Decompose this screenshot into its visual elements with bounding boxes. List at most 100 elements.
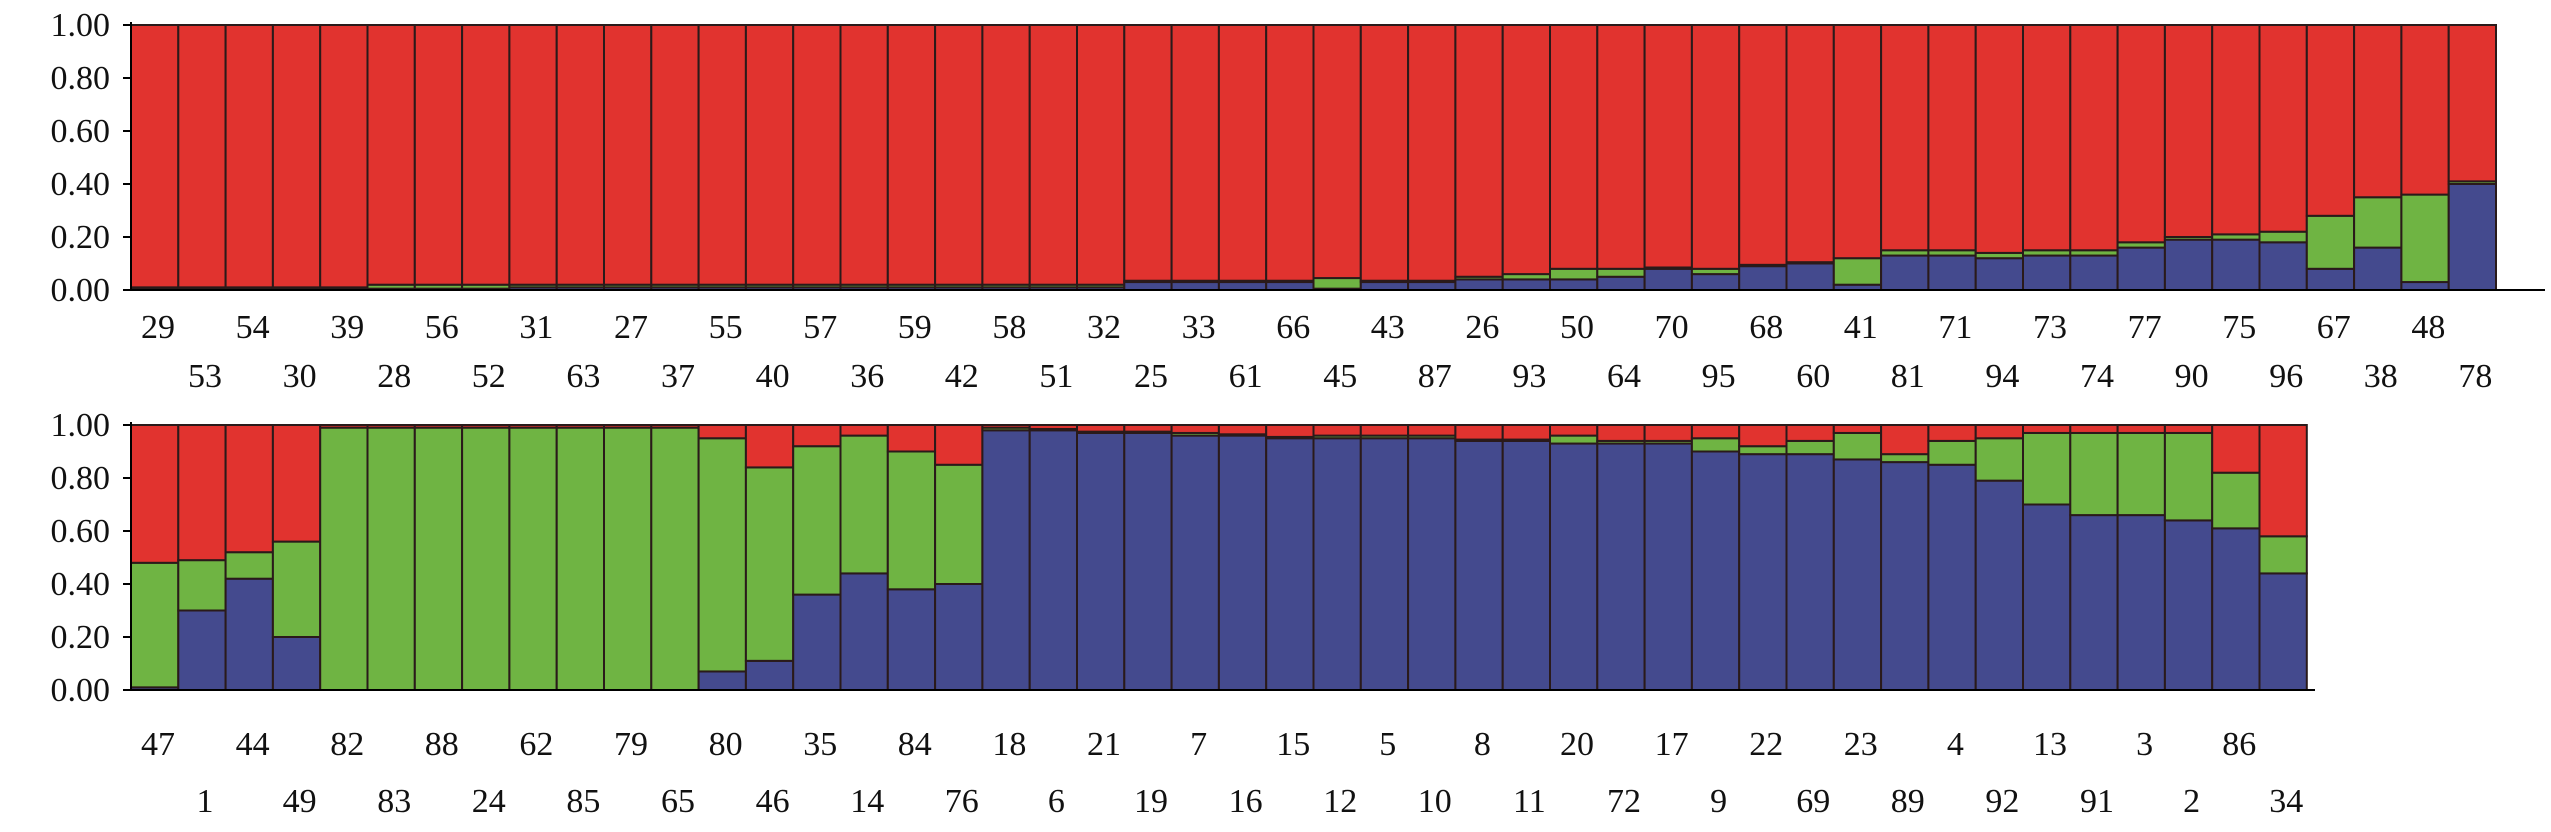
bar-segment-cluster2-ind-85 — [555, 426, 606, 691]
individual-id-label: 92 — [1985, 783, 2019, 820]
bar-segment-cluster3-ind-5 — [1359, 424, 1410, 437]
bar-segment-cluster1-ind-7 — [1170, 434, 1220, 691]
individual-id-label: 31 — [519, 309, 553, 346]
individual-id-label: 19 — [1134, 783, 1168, 820]
bar-segment-cluster1-ind-92 — [1974, 479, 2024, 691]
bar-segment-cluster1-ind-69 — [1785, 453, 1835, 691]
bar-segment-cluster3-ind-20 — [1549, 424, 1599, 437]
bar-segment-cluster3-ind-9 — [1690, 424, 1741, 440]
bar-segment-cluster3-ind-26 — [1454, 24, 1504, 278]
y-tick-label: 0.00 — [51, 272, 111, 309]
bar-segment-cluster3-ind-80 — [697, 424, 747, 440]
bar-segment-cluster3-ind-23 — [1832, 424, 1883, 434]
individual-id-label: 27 — [614, 309, 648, 346]
bar-segment-cluster3-ind-66 — [1265, 24, 1315, 282]
bar-segment-cluster3-ind-3 — [2116, 424, 2166, 434]
individual-id-label: 87 — [1418, 358, 1452, 395]
individual-id-label: 42 — [945, 358, 979, 395]
bar-segment-cluster1-ind-17 — [1643, 442, 1693, 691]
bar-segment-cluster3-ind-75 — [2211, 24, 2261, 236]
bar-segment-cluster3-ind-7 — [1170, 424, 1220, 434]
bar-segment-cluster2-ind-69 — [1785, 439, 1835, 456]
bar-segment-cluster3-ind-69 — [1785, 424, 1835, 442]
individual-id-label: 6 — [1048, 783, 1065, 820]
individual-id-label: 3 — [2136, 726, 2153, 763]
individual-id-label: 86 — [2222, 726, 2256, 763]
bar-segment-cluster3-ind-92 — [1974, 424, 2024, 440]
bar-segment-cluster2-ind-96 — [2258, 230, 2308, 244]
bar-segment-cluster1-ind-3 — [2116, 514, 2166, 691]
bar-segment-cluster1-ind-12 — [1312, 437, 1362, 691]
individual-id-label: 24 — [472, 783, 506, 820]
bar-segment-cluster3-ind-41 — [1832, 24, 1883, 260]
bar-segment-cluster1-ind-81 — [1880, 254, 1930, 292]
individual-id-label: 34 — [2269, 783, 2303, 820]
bar-segment-cluster2-ind-83 — [366, 426, 416, 691]
bar-segment-cluster3-ind-77 — [2116, 24, 2166, 244]
bar-segment-cluster1-ind-43 — [1359, 281, 1410, 291]
y-tick-label: 1.00 — [51, 7, 111, 44]
bar-segment-cluster3-ind-17 — [1643, 424, 1693, 442]
bar-segment-cluster3-ind-60 — [1785, 24, 1835, 264]
y-tick-label: 0.60 — [51, 113, 111, 150]
bar-segment-cluster2-ind-23 — [1832, 431, 1883, 461]
bar-segment-cluster3-ind-79 — [603, 424, 653, 429]
individual-id-label: 54 — [236, 309, 270, 346]
individual-id-label: 85 — [566, 783, 600, 820]
individual-id-label: 22 — [1749, 726, 1783, 763]
bar-segment-cluster1-ind-18 — [981, 429, 1031, 691]
individual-id-label: 49 — [283, 783, 317, 820]
individual-id-label: 16 — [1229, 783, 1263, 820]
individual-id-label: 38 — [2364, 358, 2398, 395]
bar-segment-cluster1-ind-5 — [1359, 437, 1410, 691]
bar-segment-cluster1-ind-72 — [1596, 442, 1646, 691]
bar-segment-cluster3-ind-96 — [2258, 24, 2308, 233]
bar-segment-cluster1-ind-74 — [2069, 254, 2119, 292]
bar-segment-cluster3-ind-94 — [1974, 24, 2024, 254]
bar-segment-cluster1-ind-10 — [1407, 437, 1457, 691]
y-tick-label: 1.00 — [51, 407, 111, 444]
individual-id-label: 81 — [1891, 358, 1925, 395]
individual-id-label: 4 — [1947, 726, 1964, 763]
individual-id-label: 5 — [1379, 726, 1396, 763]
bar-segment-cluster2-ind-64 — [1596, 267, 1646, 278]
bar-segment-cluster3-ind-33 — [1170, 24, 1220, 282]
individual-id-label: 41 — [1844, 309, 1878, 346]
individual-id-label: 29 — [141, 309, 175, 346]
individual-id-label: 13 — [2033, 726, 2067, 763]
individual-id-label: 63 — [566, 358, 600, 395]
bar-segment-cluster1-ind-11 — [1501, 439, 1551, 691]
bar-segment-cluster2-ind-35 — [792, 445, 842, 596]
bar-segment-cluster1-ind-48 — [2400, 281, 2450, 291]
individual-id-label: 55 — [709, 309, 743, 346]
bar-segment-cluster1-ind-94 — [1974, 257, 2024, 292]
bar-segment-cluster3-ind-32 — [1076, 24, 1126, 286]
bar-segment-cluster3-ind-18 — [981, 424, 1031, 429]
individual-id-label: 1 — [197, 783, 214, 820]
individual-id-label: 68 — [1749, 309, 1783, 346]
individual-id-label: 74 — [2080, 358, 2114, 395]
bar-segment-cluster1-ind-15 — [1265, 437, 1315, 691]
bar-segment-cluster1-ind-96 — [2258, 241, 2308, 292]
bar-segment-cluster2-ind-62 — [508, 426, 558, 691]
individual-id-label: 37 — [661, 358, 695, 395]
bar-segment-cluster1-ind-14 — [839, 572, 889, 692]
bar-segment-cluster1-ind-44 — [224, 577, 274, 692]
bar-segment-cluster3-ind-49 — [271, 424, 322, 543]
bar-segment-cluster3-ind-93 — [1501, 24, 1551, 276]
individual-id-label: 71 — [1938, 309, 1972, 346]
individual-id-label: 93 — [1512, 358, 1546, 395]
bar-segment-cluster1-ind-73 — [2022, 254, 2072, 292]
bar-segment-cluster2-ind-47 — [130, 561, 180, 689]
bar-segment-cluster2-ind-4 — [1927, 439, 1977, 466]
individual-id-label: 26 — [1465, 309, 1499, 346]
bar-segment-cluster2-ind-38 — [2353, 196, 2403, 249]
bar-segment-cluster3-ind-47 — [130, 424, 180, 564]
bar-segment-cluster1-ind-61 — [1217, 281, 1268, 291]
bar-segment-cluster3-ind-50 — [1549, 24, 1599, 270]
bar-segment-cluster3-ind-40 — [744, 24, 795, 286]
bar-segment-cluster3-ind-36 — [839, 24, 889, 286]
bar-segment-cluster1-ind-84 — [886, 588, 937, 691]
y-tick-label: 0.00 — [51, 672, 111, 709]
